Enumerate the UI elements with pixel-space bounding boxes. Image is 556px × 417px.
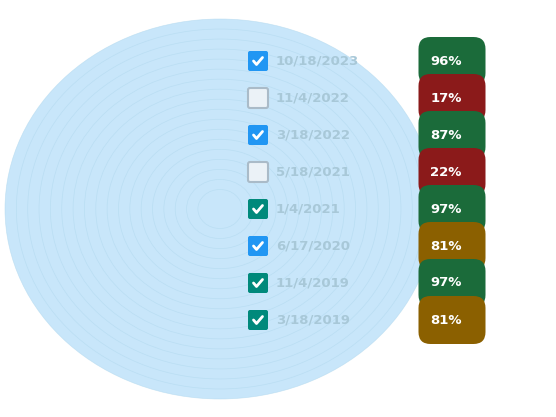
Text: 97%: 97% [430, 276, 461, 289]
Text: 10/18/2023: 10/18/2023 [276, 55, 359, 68]
FancyBboxPatch shape [419, 148, 485, 196]
FancyBboxPatch shape [248, 162, 268, 182]
Text: 17%: 17% [430, 91, 461, 105]
Text: 11/4/2019: 11/4/2019 [276, 276, 350, 289]
FancyBboxPatch shape [419, 296, 485, 344]
FancyBboxPatch shape [248, 51, 268, 71]
FancyBboxPatch shape [248, 88, 268, 108]
Text: 5/18/2021: 5/18/2021 [276, 166, 350, 178]
Text: 11/4/2022: 11/4/2022 [276, 91, 350, 105]
FancyBboxPatch shape [248, 199, 268, 219]
Text: 87%: 87% [430, 128, 461, 141]
Text: 97%: 97% [430, 203, 461, 216]
Text: 81%: 81% [430, 239, 461, 253]
FancyBboxPatch shape [248, 236, 268, 256]
FancyBboxPatch shape [419, 185, 485, 233]
FancyBboxPatch shape [419, 259, 485, 307]
FancyBboxPatch shape [419, 74, 485, 122]
Text: 3/18/2019: 3/18/2019 [276, 314, 350, 327]
FancyBboxPatch shape [248, 125, 268, 145]
FancyBboxPatch shape [248, 273, 268, 293]
Text: 81%: 81% [430, 314, 461, 327]
FancyBboxPatch shape [419, 111, 485, 159]
FancyBboxPatch shape [419, 222, 485, 270]
Text: 22%: 22% [430, 166, 461, 178]
Text: 96%: 96% [430, 55, 461, 68]
Text: 1/4/2021: 1/4/2021 [276, 203, 341, 216]
FancyBboxPatch shape [419, 37, 485, 85]
Text: 6/17/2020: 6/17/2020 [276, 239, 350, 253]
FancyBboxPatch shape [248, 310, 268, 330]
Text: 3/18/2022: 3/18/2022 [276, 128, 350, 141]
Ellipse shape [5, 19, 435, 399]
